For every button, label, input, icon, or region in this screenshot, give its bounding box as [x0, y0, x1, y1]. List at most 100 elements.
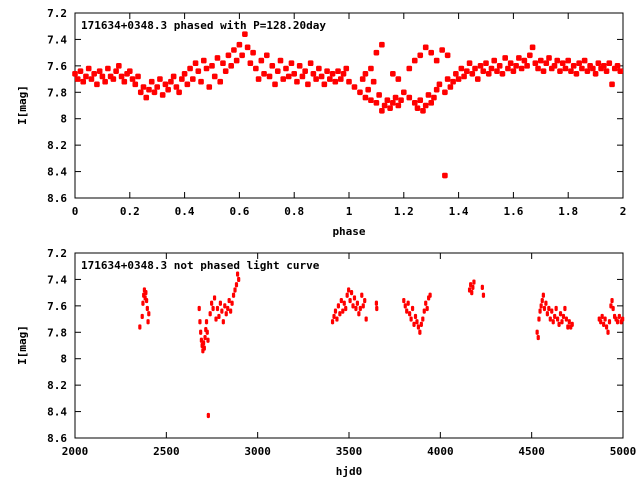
- data-point: [570, 63, 577, 69]
- data-point: [368, 97, 374, 104]
- data-point: [237, 276, 241, 283]
- data-point: [603, 68, 610, 74]
- data-point: [413, 313, 418, 320]
- data-point: [617, 313, 621, 320]
- data-point: [215, 305, 220, 312]
- data-point: [521, 57, 528, 64]
- data-point: [535, 329, 539, 335]
- data-point: [211, 73, 218, 80]
- y-tick-label: 8.4: [47, 166, 67, 179]
- axis-ticks: 2000 2500 3000 3500 4000 4500 5000 7.2 7.4 7.6 7.8…: [47, 247, 636, 458]
- data-point: [414, 105, 421, 111]
- data-point: [483, 60, 489, 67]
- data-point: [464, 68, 470, 74]
- data-point: [146, 86, 152, 93]
- data-point: [470, 290, 474, 296]
- data-point: [362, 70, 369, 77]
- data-point: [280, 76, 287, 82]
- data-point: [548, 316, 552, 322]
- data-point: [406, 300, 410, 306]
- data-point: [354, 305, 358, 312]
- data-point: [332, 313, 336, 320]
- data-point: [450, 78, 456, 85]
- data-point: [96, 68, 103, 74]
- axis-ticks: 0 0.2 0.4 0.6 0.8 1 1.2 1.4 1.6 1.8 2 7.2 7.4 7.6 7.8 8…: [47, 7, 626, 218]
- data-point: [310, 70, 317, 77]
- data-point: [192, 60, 199, 67]
- data-point: [121, 78, 128, 85]
- data-point: [505, 65, 511, 72]
- data-point: [595, 60, 602, 67]
- data-point: [611, 305, 615, 312]
- data-point: [477, 63, 484, 69]
- data-point: [335, 316, 339, 322]
- data-point: [201, 340, 206, 346]
- data-point: [444, 76, 451, 82]
- data-point: [242, 31, 248, 37]
- data-point: [217, 78, 224, 85]
- x-axis-label: phase: [332, 225, 365, 238]
- data-point: [200, 57, 207, 64]
- data-point: [547, 305, 551, 312]
- data-point: [145, 297, 149, 304]
- data-point: [390, 100, 396, 106]
- data-point: [220, 308, 224, 314]
- data-point: [431, 94, 437, 101]
- data-point: [162, 81, 169, 88]
- data-point: [190, 76, 196, 82]
- data-point: [269, 63, 276, 69]
- data-point: [110, 76, 117, 82]
- data-point: [488, 65, 495, 72]
- data-point: [606, 329, 610, 335]
- data-point: [561, 313, 566, 320]
- data-points: [72, 31, 624, 179]
- data-point: [233, 287, 237, 293]
- data-point: [471, 284, 475, 290]
- data-point: [540, 68, 547, 74]
- data-point: [129, 76, 136, 82]
- data-point: [229, 308, 233, 314]
- data-point: [231, 292, 236, 298]
- data-point: [466, 60, 473, 67]
- data-point: [239, 52, 245, 59]
- data-point: [363, 297, 367, 304]
- data-point: [373, 100, 380, 106]
- data-point: [381, 102, 388, 109]
- data-point: [138, 324, 142, 330]
- data-point: [537, 316, 541, 322]
- data-point: [566, 324, 570, 330]
- data-point: [179, 76, 185, 82]
- data-point: [318, 73, 325, 80]
- data-point: [209, 63, 215, 69]
- data-point: [223, 303, 227, 309]
- data-point: [140, 84, 147, 90]
- data-point: [327, 76, 333, 82]
- data-point: [421, 316, 425, 322]
- data-point: [91, 70, 97, 77]
- data-point: [392, 94, 399, 101]
- data-point: [321, 81, 328, 88]
- data-point: [151, 89, 158, 96]
- data-point: [436, 81, 443, 88]
- data-point: [113, 68, 119, 74]
- y-tick-label: 8.6: [47, 192, 67, 205]
- data-point: [496, 63, 503, 69]
- data-point: [205, 329, 209, 335]
- y-axis-label: I[mag]: [16, 85, 29, 125]
- data-point: [368, 65, 374, 72]
- data-point: [203, 65, 210, 72]
- data-point: [542, 305, 547, 312]
- data-point: [558, 311, 563, 317]
- data-point: [379, 107, 385, 114]
- x-tick-label: 1.6: [503, 205, 523, 218]
- data-point: [220, 60, 226, 67]
- data-point: [173, 84, 180, 90]
- data-point: [573, 70, 580, 77]
- data-point: [570, 321, 574, 327]
- data-point: [214, 316, 218, 322]
- x-tick-label: 0.4: [175, 205, 195, 218]
- data-point: [376, 92, 382, 98]
- data-point: [411, 100, 418, 106]
- data-point: [370, 78, 377, 85]
- data-point: [425, 92, 432, 98]
